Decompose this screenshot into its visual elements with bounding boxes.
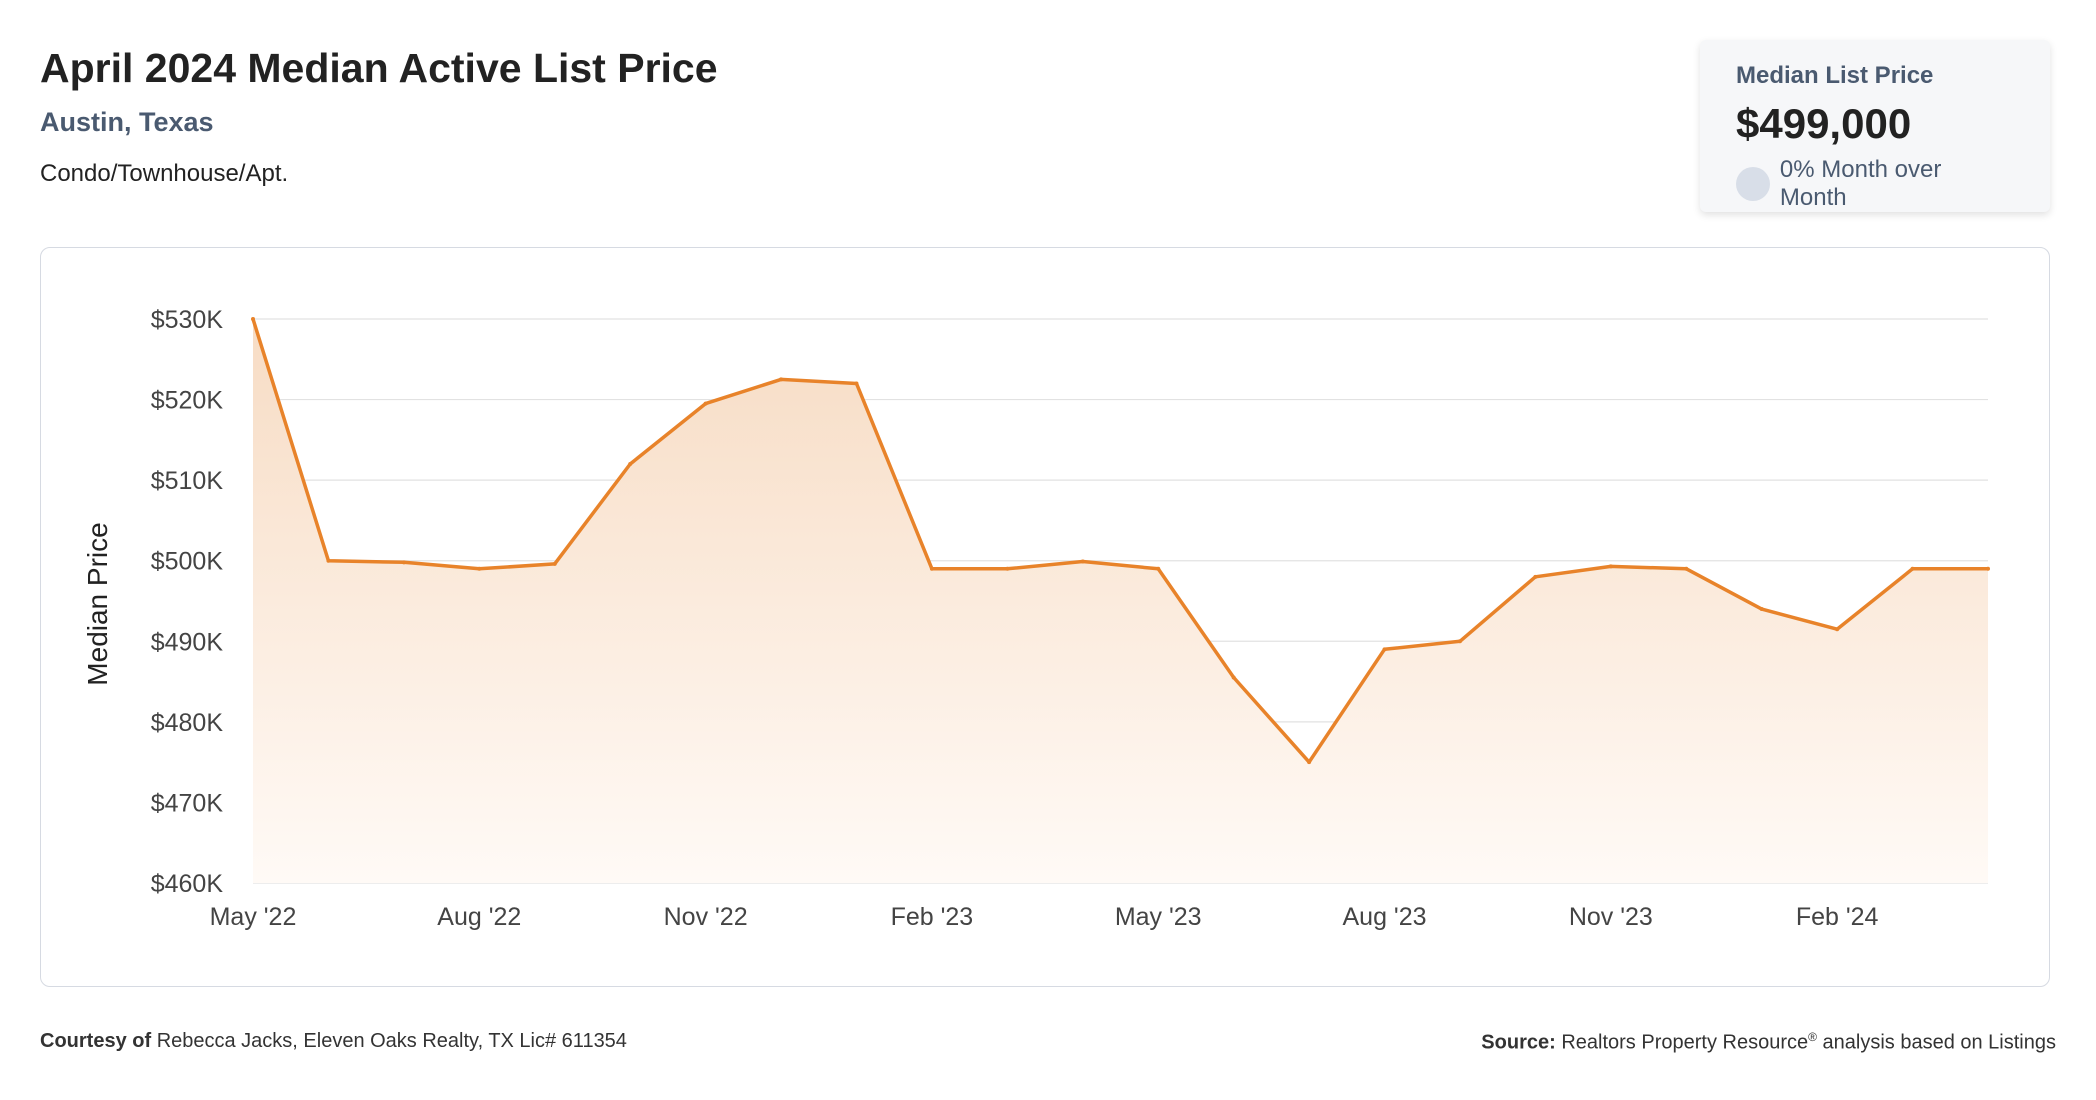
property-type-label: Condo/Townhouse/Apt. [40, 160, 289, 188]
registered-mark: ® [1808, 1030, 1817, 1044]
data-point [1080, 559, 1085, 564]
data-point [1005, 566, 1010, 571]
kpi-value: $499,000 [1736, 100, 1912, 147]
location-label: Austin, Texas [40, 107, 214, 138]
data-point [628, 462, 633, 467]
source-label: Source: [1481, 1031, 1556, 1054]
y-tick-label: $480K [151, 709, 224, 737]
source-footer: Source: Realtors Property Resource® anal… [1481, 1030, 2056, 1055]
y-tick-label: $520K [151, 387, 224, 415]
y-tick-label: $490K [151, 628, 224, 656]
x-tick-label: Nov '22 [664, 903, 748, 931]
y-axis-title: Median Price [82, 522, 113, 685]
y-tick-label: $460K [151, 870, 224, 898]
price-area-fill [253, 319, 1988, 883]
data-point [251, 317, 255, 321]
data-point [1684, 566, 1689, 571]
data-points [251, 317, 1990, 765]
x-tick-label: Feb '23 [891, 903, 974, 931]
data-point [1457, 639, 1462, 644]
x-tick-label: Feb '24 [1796, 903, 1879, 931]
data-point [703, 401, 708, 406]
median-list-price-card: Median List Price $499,000 0% Month over… [1700, 40, 2050, 212]
price-line-chart: $460K $470K $480K $490K $500K $510K $520K $530K… [82, 306, 1990, 931]
chart-title: April 2024 Median Active List Price [40, 45, 718, 91]
data-point [1231, 675, 1236, 680]
x-axis-ticks: May '22 Aug '22 Nov '22 Feb '23 May '23 Aug '… [210, 903, 1879, 931]
x-tick-label: May '23 [1115, 903, 1202, 931]
y-tick-label: $510K [151, 467, 224, 495]
y-tick-label: $530K [151, 306, 224, 334]
y-tick-label: $470K [151, 789, 224, 817]
x-tick-label: May '22 [210, 903, 297, 931]
kpi-label: Median List Price [1736, 62, 1934, 89]
data-point [477, 566, 482, 571]
data-point [1156, 566, 1161, 571]
courtesy-footer: Courtesy of Rebecca Jacks, Eleven Oaks R… [40, 1030, 627, 1053]
x-tick-label: Nov '23 [1569, 903, 1653, 931]
x-tick-label: Aug '22 [437, 903, 521, 931]
data-point [1910, 566, 1915, 571]
chart-card: $460K $470K $480K $490K $500K $510K $520K $530K… [40, 247, 2050, 987]
courtesy-label: Courtesy of [40, 1030, 152, 1052]
kpi-change-text: 0% Month over Month [1779, 156, 1942, 211]
data-point [1608, 564, 1613, 569]
data-point [1533, 574, 1538, 579]
data-point [1307, 760, 1312, 765]
y-axis-ticks: $460K $470K $480K $490K $500K $510K $520K $530K [151, 306, 224, 898]
data-point [1759, 607, 1764, 612]
data-point [854, 381, 859, 386]
data-point [326, 558, 331, 563]
data-point [929, 566, 934, 571]
data-point [1835, 627, 1840, 632]
x-tick-label: Aug '23 [1343, 903, 1427, 931]
data-point [779, 377, 784, 382]
source-name: Realtors Property Resource [1561, 1031, 1809, 1054]
data-point [1382, 647, 1387, 652]
kpi-change: 0% Month over Month [1736, 156, 2014, 212]
neutral-change-icon [1736, 167, 1770, 201]
data-point [1986, 566, 1990, 571]
data-point [552, 561, 557, 566]
price-series-line [251, 318, 1988, 764]
source-text: analysis based on Listings [1822, 1031, 2056, 1054]
courtesy-text: Rebecca Jacks, Eleven Oaks Realty, TX Li… [156, 1030, 627, 1052]
y-tick-label: $500K [151, 548, 224, 576]
header: April 2024 Median Active List Price Aust… [40, 44, 718, 188]
data-point [401, 560, 406, 565]
